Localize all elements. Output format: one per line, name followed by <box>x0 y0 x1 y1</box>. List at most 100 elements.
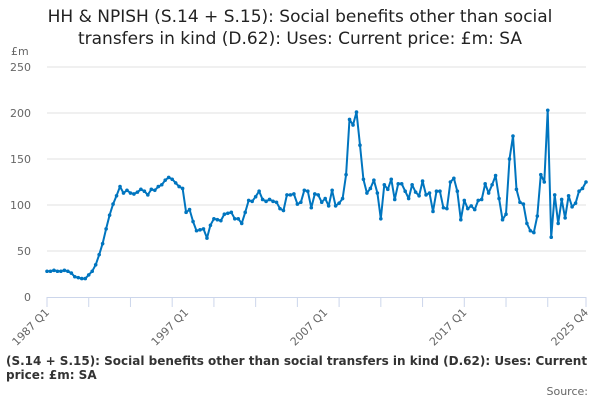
data-point <box>107 213 112 217</box>
data-point <box>299 200 303 205</box>
data-point <box>361 177 366 182</box>
x-tick-label: 1987 Q1 <box>10 306 53 349</box>
data-point <box>469 204 474 208</box>
data-point <box>205 236 209 240</box>
data-point <box>358 143 362 147</box>
data-point <box>323 196 327 201</box>
data-point <box>246 198 251 203</box>
data-point <box>542 180 547 184</box>
data-point <box>201 227 206 231</box>
data-point <box>493 173 498 178</box>
data-point <box>427 191 432 195</box>
data-point <box>504 212 508 216</box>
data-point <box>354 110 359 114</box>
data-point <box>66 269 70 274</box>
data-point <box>518 200 522 205</box>
data-point <box>483 182 487 186</box>
data-point <box>257 189 261 193</box>
y-tick-label: 50 <box>17 245 31 258</box>
data-point <box>93 263 98 267</box>
data-point <box>455 189 460 193</box>
data-point <box>472 207 477 212</box>
data-point <box>73 274 77 279</box>
data-point <box>76 275 81 280</box>
y-tick-label: 0 <box>24 291 31 304</box>
data-point <box>486 191 491 195</box>
data-point <box>146 193 150 197</box>
data-point <box>372 178 376 182</box>
data-point <box>465 206 470 211</box>
data-point <box>198 228 202 232</box>
data-point <box>365 191 369 195</box>
data-point <box>573 201 578 205</box>
data-point <box>375 191 380 195</box>
data-point <box>577 189 581 193</box>
source-label: Source: <box>546 385 589 398</box>
data-point <box>111 202 115 206</box>
data-point <box>337 201 341 205</box>
data-point <box>212 217 216 221</box>
data-point <box>396 182 401 186</box>
data-point <box>312 192 317 196</box>
data-point <box>281 208 286 213</box>
data-point <box>132 192 136 196</box>
x-tick-label: 2025 Q4 <box>549 306 592 349</box>
data-point <box>45 269 49 274</box>
data-point <box>191 219 195 224</box>
data-point <box>118 184 122 189</box>
data-point <box>417 194 421 198</box>
y-tick-label: 200 <box>10 107 31 120</box>
data-point <box>166 175 171 180</box>
data-point <box>159 182 164 187</box>
data-point <box>316 193 321 197</box>
data-point <box>295 202 300 206</box>
data-point <box>392 197 397 202</box>
data-point <box>479 197 484 202</box>
y-tick-label: 100 <box>10 199 31 212</box>
data-point <box>48 269 53 274</box>
data-point <box>83 276 88 281</box>
data-point <box>288 193 293 197</box>
data-point <box>532 230 536 235</box>
data-point <box>79 276 84 281</box>
data-point <box>559 197 564 202</box>
data-point <box>511 134 515 138</box>
data-point <box>368 186 373 191</box>
data-point <box>125 188 129 193</box>
data-point <box>566 194 571 198</box>
chart-title: HH & NPISH (S.14 + S.15): Social benefit… <box>0 6 600 50</box>
data-point <box>121 191 126 195</box>
data-point <box>340 196 345 201</box>
data-point <box>459 217 463 222</box>
data-point <box>452 176 456 181</box>
data-point <box>351 123 355 127</box>
chart-title-line-1: HH & NPISH (S.14 + S.15): Social benefit… <box>47 7 553 27</box>
line-chart: 0 50 100 150 200 250 1987 Q1 1997 Q1 2007 Q1 2017… <box>10 61 592 349</box>
data-point <box>149 187 154 192</box>
data-point <box>208 223 213 228</box>
data-point <box>52 268 56 273</box>
data-point <box>135 190 140 194</box>
data-point <box>215 217 220 222</box>
data-point <box>232 217 237 221</box>
data-point <box>90 269 95 274</box>
data-point <box>535 214 540 218</box>
data-point <box>521 202 526 206</box>
data-point <box>497 196 501 201</box>
data-point <box>445 206 449 211</box>
data-point <box>86 273 91 277</box>
footer-series-title: (S.14 + S.15): Social benefits other tha… <box>6 354 588 382</box>
y-axis-unit-label: £m <box>11 45 29 58</box>
data-point <box>319 200 324 205</box>
data-point <box>226 211 230 216</box>
data-point <box>170 177 174 182</box>
data-point <box>153 188 157 193</box>
data-point <box>55 269 60 274</box>
data-point <box>326 204 331 208</box>
data-point <box>194 228 199 233</box>
data-point <box>514 187 519 192</box>
data-point <box>264 199 268 204</box>
data-point <box>187 207 192 212</box>
data-point <box>236 217 241 221</box>
data-point <box>347 117 352 122</box>
